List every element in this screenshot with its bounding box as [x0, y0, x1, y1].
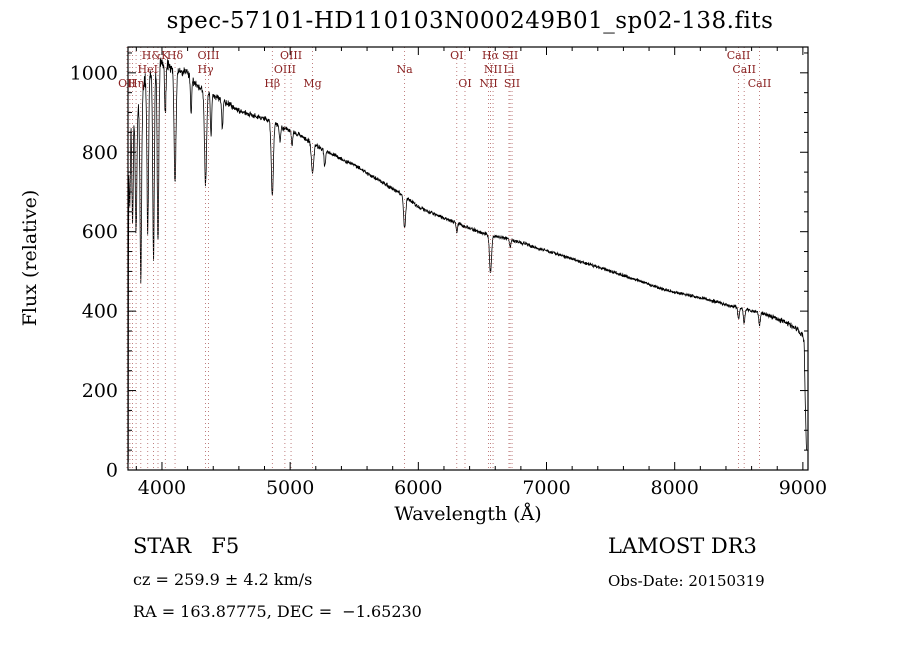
y-tick-label: 0	[106, 460, 118, 482]
spectral-line-label: OI	[458, 77, 471, 90]
object-class-label: STAR F5	[133, 534, 240, 558]
x-tick-label: 5000	[266, 477, 314, 499]
spectral-line-label: Hγ	[197, 63, 214, 76]
spectral-line-label: SII	[504, 77, 520, 90]
spectral-line-label: H&K	[142, 49, 170, 62]
spectral-line-label: SII	[502, 49, 518, 62]
y-tick-label: 200	[82, 380, 118, 402]
spectral-line-label: OI	[450, 49, 463, 62]
y-tick-label: 600	[82, 221, 118, 243]
x-tick-label: 8000	[651, 477, 699, 499]
spectral-line-label: NII	[479, 77, 497, 90]
spectral-line-label: HeI	[138, 63, 158, 76]
spectral-line-label: CaII	[732, 63, 756, 76]
spectral-line-label: OIII	[197, 49, 219, 62]
spectral-line-label: Hδ	[167, 49, 184, 62]
spectral-line-label: OII	[118, 77, 136, 90]
spectral-line-label: OIII	[280, 49, 302, 62]
page-title: spec-57101-HD110103N000249B01_sp02-138.f…	[166, 8, 774, 34]
axes: 4000 5000 6000 7000 8000 9000 0 200 400 600 800 100…	[70, 46, 827, 499]
spectral-line-label: CaII	[748, 77, 772, 90]
y-tick-label: 1000	[70, 62, 118, 84]
cz-value: cz = 259.9 ± 4.2 km/s	[133, 570, 313, 589]
spectral-line-label: OIII	[274, 63, 296, 76]
y-tick-label: 400	[82, 301, 118, 323]
spectral-line-label: Na	[397, 63, 414, 76]
spectral-line-label: Hβ	[264, 77, 280, 90]
x-tick-label: 9000	[779, 477, 827, 499]
spectral-line-label: NII	[484, 63, 502, 76]
y-axis-label: Flux (relative)	[19, 189, 41, 327]
x-tick-label: 4000	[138, 477, 186, 499]
y-tick-label: 800	[82, 142, 118, 164]
spectral-marker-lines	[126, 47, 760, 470]
ra-dec-value: RA = 163.87775, DEC = −1.65230	[133, 602, 422, 621]
spectral-line-label: Hη	[128, 77, 144, 90]
x-axis-label: Wavelength (Å)	[394, 503, 542, 525]
spectral-line-label: Hα	[482, 49, 500, 62]
x-tick-label: 6000	[394, 477, 442, 499]
survey-label: LAMOST DR3	[608, 534, 757, 558]
spectral-line-label: Mg	[303, 77, 321, 90]
spectral-line-label: CaII	[727, 49, 751, 62]
x-tick-label: 7000	[522, 477, 570, 499]
spectral-line-label: Li	[504, 63, 515, 76]
spectrum-curve	[127, 57, 807, 463]
obs-date: Obs-Date: 20150319	[608, 572, 765, 590]
